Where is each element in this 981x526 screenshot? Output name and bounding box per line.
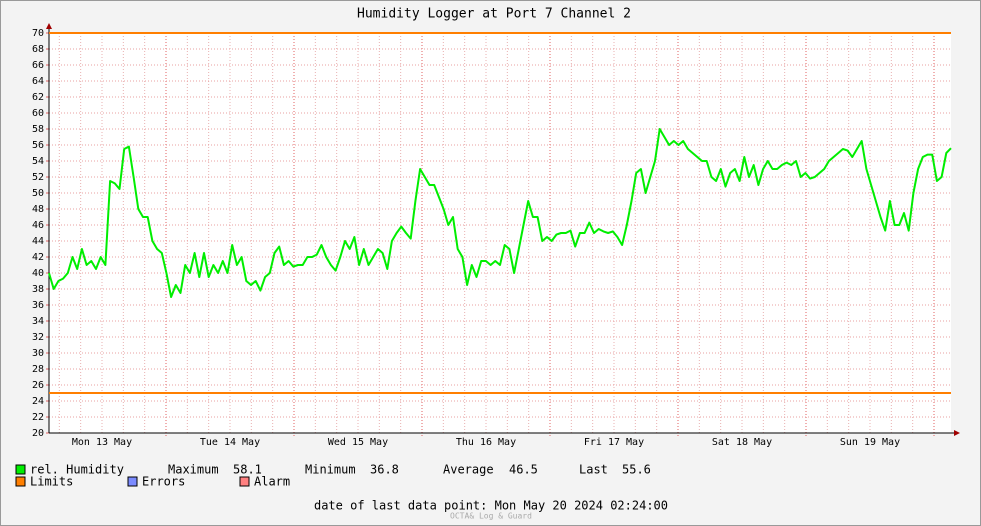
data-line [48, 128, 952, 298]
y-tick-label: 32 [32, 332, 44, 343]
x-tick-label: Thu 16 May [456, 437, 516, 448]
y-tick-label: 38 [32, 284, 44, 295]
stat-value: 46.5 [509, 463, 538, 477]
legend-swatch [127, 476, 138, 487]
y-tick-label: 26 [32, 380, 44, 391]
legend-label: Limits [30, 475, 73, 489]
grid [46, 23, 960, 436]
y-tick-label: 62 [32, 92, 44, 103]
y-tick-label: 56 [32, 140, 44, 151]
x-tick-label: Wed 15 May [328, 437, 388, 448]
y-tick-label: 52 [32, 172, 44, 183]
y-tick-label: 66 [32, 60, 44, 71]
stat-label: Last [579, 463, 608, 477]
y-tick-label: 40 [32, 268, 44, 279]
y-tick-label: 70 [32, 28, 44, 39]
legend-swatch [15, 464, 26, 475]
legend-swatch [239, 476, 250, 487]
y-tick-label: 54 [32, 156, 44, 167]
y-tick-label: 68 [32, 44, 44, 55]
x-tick-label: Sun 19 May [840, 437, 900, 448]
y-tick-label: 46 [32, 220, 44, 231]
y-tick-label: 28 [32, 364, 44, 375]
legend-label: Alarm [254, 475, 290, 489]
y-tick-label: 48 [32, 204, 44, 215]
marks [48, 32, 952, 394]
y-axis-arrow [46, 23, 52, 29]
credit: OCTA& Log & Guard [450, 512, 532, 521]
legend-label: rel. Humidity [30, 463, 124, 477]
y-tick-label: 24 [32, 396, 44, 407]
y-tick-label: 22 [32, 412, 44, 423]
plot-area [49, 33, 951, 433]
x-tick-label: Mon 13 May [72, 437, 132, 448]
y-tick-label: 50 [32, 188, 44, 199]
footer: date of last data point: Mon May 20 2024… [314, 499, 668, 513]
y-tick-label: 60 [32, 108, 44, 119]
x-axis-arrow [954, 430, 960, 436]
stat-label: Minimum [305, 463, 356, 477]
legend-swatch [15, 476, 26, 487]
y-tick-label: 30 [32, 348, 44, 359]
x-tick-label: Sat 18 May [712, 437, 772, 448]
legend-label: Errors [142, 475, 185, 489]
chart-title: Humidity Logger at Port 7 Channel 2 [357, 7, 631, 22]
y-tick-label: 58 [32, 124, 44, 135]
y-tick-label: 20 [32, 428, 44, 439]
stat-value: 58.1 [233, 463, 262, 477]
x-tick-label: Fri 17 May [584, 437, 644, 448]
stat-label: Average [443, 463, 494, 477]
stat-label: Maximum [168, 463, 219, 477]
stat-value: 55.6 [622, 463, 651, 477]
y-tick-label: 64 [32, 76, 44, 87]
stat-value: 36.8 [370, 463, 399, 477]
y-tick-label: 42 [32, 252, 44, 263]
y-tick-label: 36 [32, 300, 44, 311]
x-tick-label: Tue 14 May [200, 437, 260, 448]
y-tick-label: 44 [32, 236, 44, 247]
y-tick-label: 34 [32, 316, 44, 327]
